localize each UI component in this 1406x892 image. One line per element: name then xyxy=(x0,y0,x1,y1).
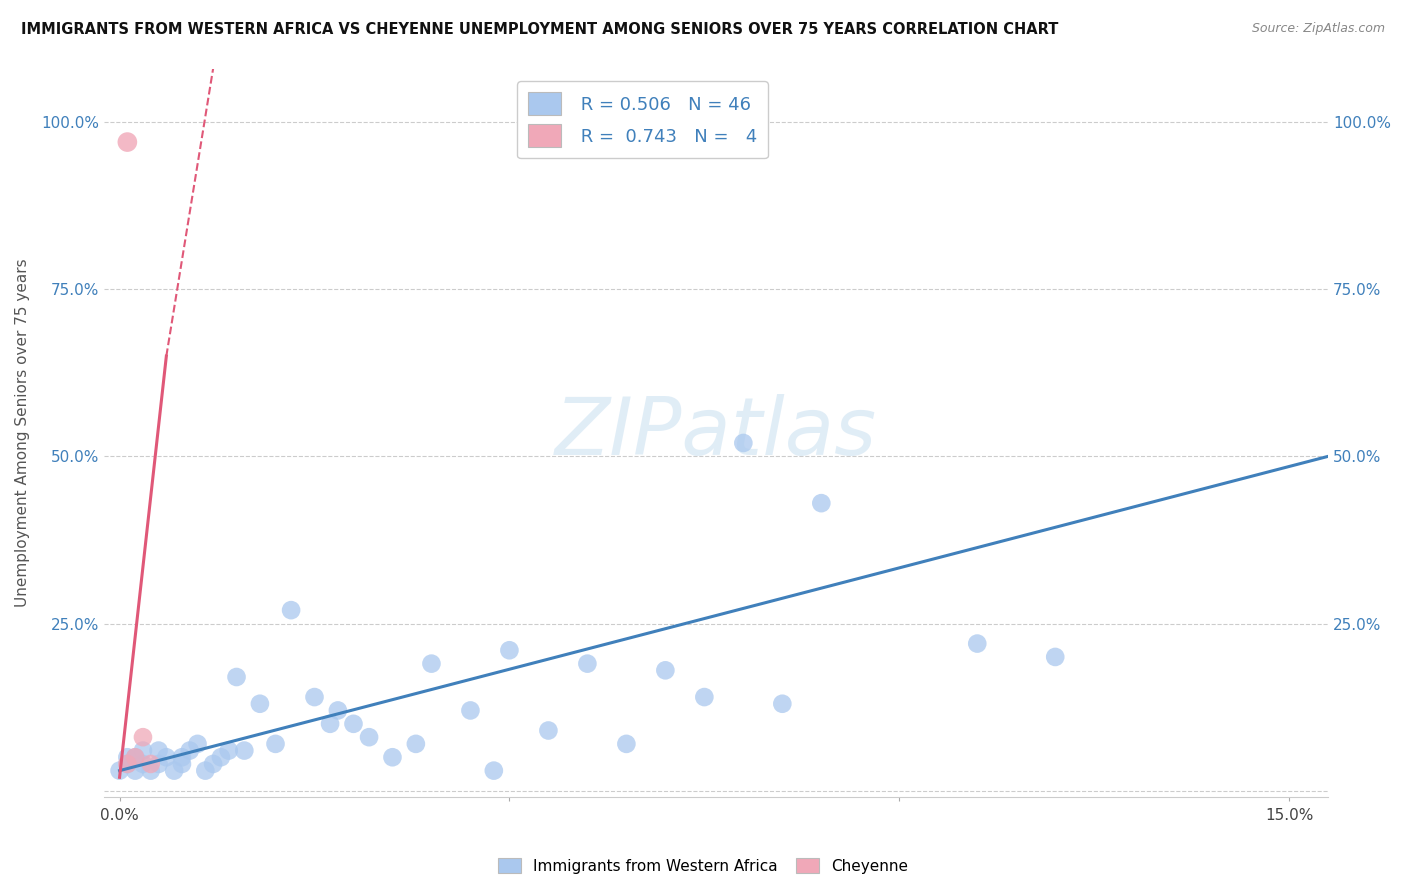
Point xyxy=(124,750,146,764)
Point xyxy=(163,764,186,778)
Point xyxy=(117,756,139,771)
Point xyxy=(194,764,217,778)
Point xyxy=(770,697,793,711)
Point xyxy=(693,690,716,704)
Point xyxy=(319,716,342,731)
Point xyxy=(225,670,247,684)
Point xyxy=(117,135,139,149)
Point xyxy=(482,764,505,778)
Point xyxy=(654,663,676,677)
Point xyxy=(342,716,364,731)
Point xyxy=(326,703,349,717)
Point xyxy=(280,603,302,617)
Point xyxy=(264,737,287,751)
Point xyxy=(139,756,162,771)
Point xyxy=(117,750,139,764)
Point xyxy=(405,737,427,751)
Point xyxy=(148,756,170,771)
Point xyxy=(108,764,131,778)
Point xyxy=(209,750,232,764)
Point xyxy=(498,643,520,657)
Point xyxy=(124,750,146,764)
Text: Source: ZipAtlas.com: Source: ZipAtlas.com xyxy=(1251,22,1385,36)
Point xyxy=(810,496,832,510)
Point xyxy=(233,743,256,757)
Point xyxy=(202,756,225,771)
Point xyxy=(616,737,638,751)
Point xyxy=(170,756,193,771)
Point xyxy=(460,703,482,717)
Point xyxy=(381,750,404,764)
Text: IMMIGRANTS FROM WESTERN AFRICA VS CHEYENNE UNEMPLOYMENT AMONG SENIORS OVER 75 YE: IMMIGRANTS FROM WESTERN AFRICA VS CHEYEN… xyxy=(21,22,1059,37)
Point xyxy=(117,756,139,771)
Point xyxy=(733,436,755,450)
Point xyxy=(576,657,599,671)
Point xyxy=(966,636,988,650)
Point xyxy=(170,750,193,764)
Point xyxy=(1045,649,1067,664)
Point xyxy=(139,764,162,778)
Point xyxy=(186,737,208,751)
Point xyxy=(304,690,326,704)
Point xyxy=(218,743,240,757)
Point xyxy=(132,743,155,757)
Point xyxy=(155,750,177,764)
Point xyxy=(179,743,201,757)
Legend: Immigrants from Western Africa, Cheyenne: Immigrants from Western Africa, Cheyenne xyxy=(492,852,914,880)
Point xyxy=(148,743,170,757)
Point xyxy=(132,730,155,744)
Y-axis label: Unemployment Among Seniors over 75 years: Unemployment Among Seniors over 75 years xyxy=(15,259,30,607)
Point xyxy=(124,764,146,778)
Point xyxy=(249,697,271,711)
Point xyxy=(420,657,443,671)
Point xyxy=(132,756,155,771)
Legend:  R = 0.506   N = 46,  R =  0.743   N =   4: R = 0.506 N = 46, R = 0.743 N = 4 xyxy=(517,81,768,158)
Text: ZIPatlas: ZIPatlas xyxy=(555,394,877,472)
Point xyxy=(537,723,560,738)
Point xyxy=(359,730,381,744)
